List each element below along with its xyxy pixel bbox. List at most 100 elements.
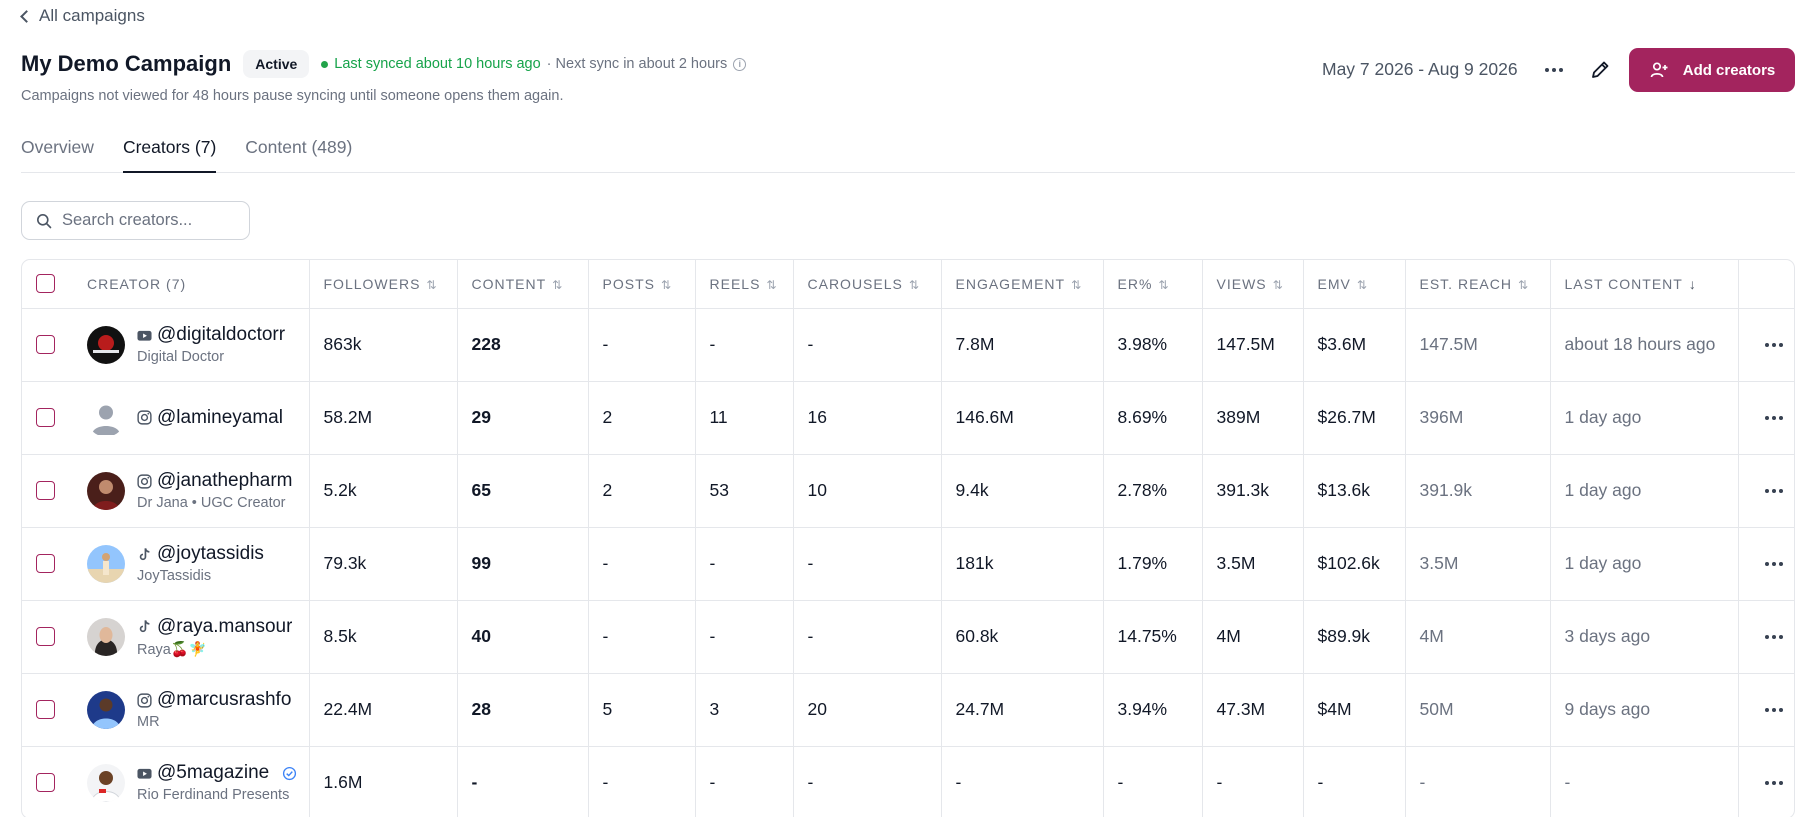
arrow-down-icon: ↓: [1688, 275, 1696, 292]
sort-icon: ⇅: [1158, 277, 1168, 292]
creator-cell[interactable]: @digitaldoctorr Digital Doctor: [22, 308, 310, 382]
creator-cell[interactable]: @lamineyamal: [22, 381, 310, 455]
header-engagement[interactable]: ENGAGEMENT ⇅: [941, 260, 1104, 309]
table-row[interactable]: @digitaldoctorr Digital Doctor 863k 228- - -7…: [22, 308, 1795, 382]
header-creator[interactable]: CREATOR (7): [22, 260, 310, 309]
header-carousels[interactable]: CAROUSELS ⇅: [793, 260, 942, 309]
date-range[interactable]: May 7 2026 - Aug 9 2026: [1322, 59, 1518, 79]
header-followers-label: FOLLOWERS: [323, 275, 421, 292]
est-reach-cell: 4M: [1405, 600, 1551, 674]
header-last-content-label: LAST CONTENT: [1564, 275, 1683, 292]
carousels-cell: -: [793, 600, 942, 674]
select-all-checkbox[interactable]: [36, 274, 55, 294]
last-content-cell: 3 days ago: [1550, 600, 1739, 674]
more-options-icon[interactable]: [1753, 488, 1795, 493]
avatar: [87, 690, 125, 729]
row-checkbox[interactable]: [36, 481, 55, 500]
creator-handle[interactable]: @raya.mansour: [157, 615, 293, 637]
header-emv[interactable]: EMV ⇅: [1303, 260, 1406, 309]
instagram-icon: [137, 473, 152, 489]
header-views[interactable]: VIEWS ⇅: [1202, 260, 1304, 309]
more-options-icon[interactable]: [1753, 415, 1795, 420]
row-checkbox[interactable]: [36, 627, 55, 646]
table-row[interactable]: @lamineyamal 58.2M 29 2 11 16 146.6M 8.69% 389M $…: [22, 381, 1795, 455]
last-content-cell: 1 day ago: [1550, 454, 1739, 528]
engagement-cell: 146.6M: [941, 381, 1104, 455]
row-checkbox[interactable]: [36, 554, 55, 573]
views-cell: 47.3M: [1202, 673, 1304, 747]
more-options-icon[interactable]: [1753, 634, 1795, 639]
header-followers[interactable]: FOLLOWERS ⇅: [309, 260, 458, 309]
header-reels[interactable]: REELS ⇅: [695, 260, 794, 309]
creator-cell[interactable]: @5magazine Rio Ferdinand Presents: [22, 746, 310, 817]
creator-handle[interactable]: @joytassidis: [157, 543, 264, 564]
row-checkbox[interactable]: [36, 335, 55, 354]
tab-creators[interactable]: Creators (7): [122, 130, 217, 173]
next-sync-text: · Next sync in about 2 hours: [546, 56, 728, 72]
creator-handle[interactable]: @5magazine: [157, 762, 269, 783]
est-reach-cell: 391.9k: [1405, 454, 1551, 528]
creator-cell[interactable]: @joytassidis JoyTassidis: [22, 527, 310, 601]
posts-cell: -: [588, 308, 696, 382]
creator-handle[interactable]: @lamineyamal: [157, 406, 283, 428]
header-est-reach[interactable]: EST. REACH ⇅: [1405, 260, 1551, 309]
er-cell: 14.75%: [1103, 600, 1203, 674]
table-row[interactable]: @marcusrashfo MR 22.4M 28 5 3 20 24.7M 3.94% 47.3…: [22, 673, 1795, 747]
views-cell: 4M: [1202, 600, 1304, 674]
content-cell: 99: [457, 527, 589, 601]
add-creators-button[interactable]: Add creators: [1629, 48, 1795, 92]
emv-cell: $26.7M: [1303, 381, 1406, 455]
avatar: [87, 544, 125, 583]
more-options-icon[interactable]: [1753, 780, 1795, 785]
content-cell: 29: [457, 381, 589, 455]
more-options-icon[interactable]: [1753, 561, 1795, 566]
header-last-content[interactable]: LAST CONTENT ↓: [1550, 260, 1739, 309]
est-reach-cell: -: [1405, 746, 1551, 817]
youtube-icon: [137, 328, 152, 343]
header-posts[interactable]: POSTS ⇅: [588, 260, 696, 309]
info-icon[interactable]: i: [733, 57, 747, 71]
sort-icon: ⇅: [908, 277, 919, 292]
reels-cell: 3: [695, 673, 794, 747]
er-cell: 3.98%: [1103, 308, 1203, 382]
reels-cell: -: [695, 527, 794, 601]
content-cell: 28: [457, 673, 589, 747]
creator-display-name: MR: [137, 714, 160, 730]
sync-status: Last synced about 10 hours ago · Next sy…: [321, 56, 747, 72]
reels-cell: 11: [695, 381, 794, 455]
emv-cell: -: [1303, 746, 1406, 817]
est-reach-cell: 147.5M: [1405, 308, 1551, 382]
row-checkbox[interactable]: [36, 700, 55, 719]
est-reach-cell: 3.5M: [1405, 527, 1551, 601]
tab-overview[interactable]: Overview: [21, 137, 94, 157]
header-er[interactable]: ER% ⇅: [1103, 260, 1203, 309]
table-row[interactable]: @5magazine Rio Ferdinand Presents 1.6M - - - -…: [22, 746, 1795, 817]
table-row[interactable]: @janathepharm Dr Jana • UGC Creator 5.2k 65…: [22, 454, 1795, 528]
creator-cell[interactable]: @marcusrashfo MR: [22, 673, 310, 747]
user-plus-icon: [1650, 62, 1668, 78]
sort-icon: ⇅: [1356, 277, 1367, 292]
creator-handle[interactable]: @marcusrashfo: [157, 689, 292, 710]
tab-content[interactable]: Content (489): [245, 137, 353, 157]
back-link[interactable]: All campaigns: [20, 6, 145, 26]
sync-dot-icon: [321, 60, 329, 68]
row-actions-cell: [1738, 527, 1795, 601]
table-row[interactable]: @joytassidis JoyTassidis 79.3k 99- - -181k 1.7…: [22, 527, 1795, 601]
creator-handle[interactable]: @janathepharm: [157, 470, 293, 491]
row-actions-cell: [1738, 673, 1795, 747]
row-actions-cell: [1738, 454, 1795, 528]
more-options-icon[interactable]: [1753, 342, 1795, 347]
search-input[interactable]: [62, 211, 232, 230]
er-cell: 8.69%: [1103, 381, 1203, 455]
table-row[interactable]: @raya.mansour Raya🍒🧚 8.5k 40- - -60.8k 14.75% 4…: [22, 600, 1795, 674]
more-options-icon[interactable]: [1540, 58, 1568, 82]
header-content[interactable]: CONTENT ⇅: [457, 260, 589, 309]
row-checkbox[interactable]: [36, 773, 55, 792]
creator-cell[interactable]: @janathepharm Dr Jana • UGC Creator: [22, 454, 310, 528]
more-options-icon[interactable]: [1753, 707, 1795, 712]
edit-pencil-icon[interactable]: [1586, 56, 1614, 84]
posts-cell: 2: [588, 381, 696, 455]
row-checkbox[interactable]: [36, 408, 55, 427]
creator-cell[interactable]: @raya.mansour Raya🍒🧚: [22, 600, 310, 674]
creator-handle[interactable]: @digitaldoctorr: [157, 324, 286, 345]
